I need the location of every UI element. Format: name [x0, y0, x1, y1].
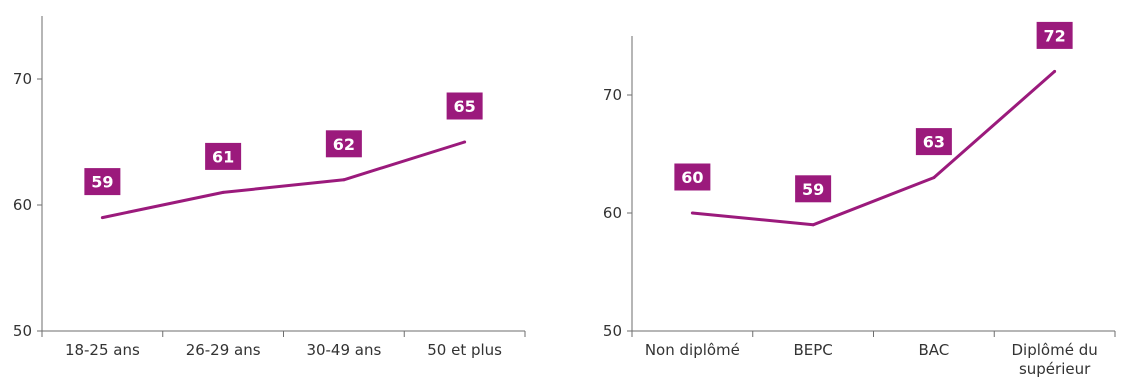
x-tick-label: 30-49 ans — [306, 341, 381, 359]
data-label-box — [84, 168, 121, 196]
data-point — [1053, 69, 1057, 73]
y-tick-label: 60 — [603, 204, 622, 222]
x-tick-label: BAC — [918, 341, 949, 359]
y-tick-label: 50 — [603, 322, 622, 340]
x-tick-label-line: 50 et plus — [427, 341, 502, 359]
data-label: 72 — [1043, 26, 1065, 45]
chart-2: 50 60 70 Non diplômé BEPC BAC Diplômé du supéri… — [603, 21, 1116, 378]
x-tick-label: 50 et plus — [427, 341, 502, 359]
data-label: 63 — [923, 133, 945, 152]
x-tick-label-line: 18-25 ans — [65, 341, 140, 359]
data-label-box — [795, 175, 832, 203]
data-point — [221, 190, 225, 194]
series-line — [692, 70, 1056, 227]
series-line — [102, 140, 466, 220]
y-tick-label: 70 — [603, 86, 622, 104]
x-tick-label: 18-25 ans — [65, 341, 140, 359]
chart-1: 50 60 70 18-25 ans 26-29 ans 30-49 ans 50 et p… — [13, 16, 526, 359]
y-tick-label: 60 — [13, 196, 32, 214]
data-label: 65 — [453, 97, 475, 116]
data-label-box — [1036, 21, 1073, 49]
data-point — [100, 216, 104, 220]
data-label: 59 — [91, 173, 113, 192]
y-tick-label: 70 — [13, 70, 32, 88]
data-point — [690, 211, 694, 215]
x-tick-label: Diplômé du supérieur — [1012, 341, 1098, 378]
data-point — [342, 178, 346, 182]
x-tick-label: 26-29 ans — [186, 341, 261, 359]
data-label: 61 — [212, 147, 234, 166]
data-label-box — [205, 142, 242, 170]
data-label-box — [325, 130, 362, 158]
data-label-box — [915, 128, 952, 156]
x-tick-label-line: 30-49 ans — [306, 341, 381, 359]
data-label-box — [446, 92, 483, 120]
x-tick-label-line: BEPC — [793, 341, 832, 359]
data-label: 60 — [681, 168, 703, 187]
x-tick-label-line: Non diplômé — [645, 341, 740, 359]
y-tick-label: 50 — [13, 322, 32, 340]
data-label-box — [674, 163, 711, 191]
data-label: 62 — [333, 135, 355, 154]
data-label: 59 — [802, 180, 824, 199]
data-point — [932, 176, 936, 180]
x-tick-label-line: BAC — [918, 341, 949, 359]
data-point — [463, 140, 467, 144]
data-point — [811, 223, 815, 227]
x-tick-label: BEPC — [793, 341, 832, 359]
x-tick-label-line: supérieur — [1019, 360, 1091, 378]
x-tick-label: Non diplômé — [645, 341, 740, 359]
x-tick-label-line: Diplômé du — [1012, 341, 1098, 359]
x-tick-label-line: 26-29 ans — [186, 341, 261, 359]
